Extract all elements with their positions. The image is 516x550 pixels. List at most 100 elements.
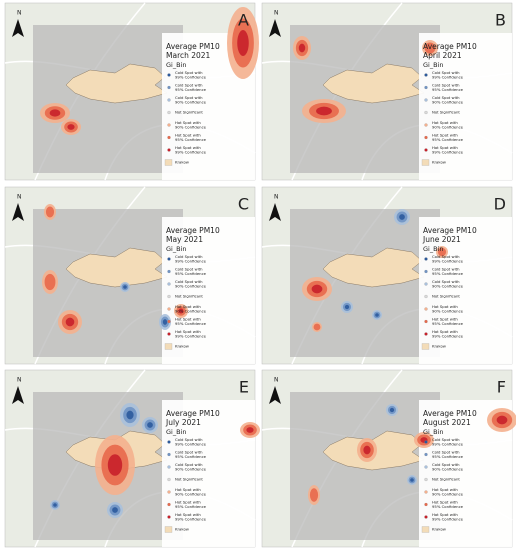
legend-label: Cold Spot with bbox=[432, 254, 460, 259]
legend-title: Average PM10 bbox=[166, 42, 220, 51]
legend-label: 90% Confidence bbox=[175, 99, 207, 104]
legend-label: Hot Spot with bbox=[175, 145, 201, 150]
legend-month: May 2021 bbox=[166, 235, 203, 244]
legend-label: 95% Confidence bbox=[432, 137, 464, 142]
legend-label: Hot Spot with bbox=[175, 316, 201, 321]
legend-symbol bbox=[167, 477, 171, 482]
legend-symbol bbox=[167, 148, 171, 152]
hot-spot bbox=[424, 42, 436, 54]
legend-label: Hot Spot with bbox=[432, 329, 458, 334]
legend-symbol bbox=[424, 319, 428, 324]
hot-spot bbox=[496, 415, 508, 425]
legend-label: Cold Spot with bbox=[432, 437, 460, 442]
legend-label: Hot Spot with bbox=[175, 120, 201, 125]
north-label: N bbox=[17, 377, 22, 384]
legend-label: 99% Confidence bbox=[175, 333, 207, 338]
legend-label: Hot Spot with bbox=[175, 329, 201, 334]
legend-month: March 2021 bbox=[166, 51, 211, 60]
legend-label: Cold Spot with bbox=[175, 70, 203, 75]
legend-label: Hot Spot with bbox=[432, 512, 458, 517]
legend-label: 95% Confidence bbox=[175, 87, 207, 92]
legend-symbol bbox=[167, 269, 171, 274]
hot-spot bbox=[49, 109, 61, 117]
legend-label: 99% Confidence bbox=[432, 74, 464, 79]
legend-box bbox=[162, 400, 255, 547]
legend-label: 95% Confidence bbox=[175, 454, 207, 459]
panel-letter: E bbox=[239, 378, 249, 397]
legend-label: 90% Confidence bbox=[432, 99, 464, 104]
legend-label: 95% Confidence bbox=[432, 271, 464, 276]
legend-symbol bbox=[167, 98, 171, 102]
legend-symbol bbox=[164, 159, 173, 166]
legend-symbol bbox=[424, 135, 428, 140]
legend-symbol bbox=[167, 110, 171, 115]
legend-label: Hot Spot with bbox=[175, 304, 201, 309]
cold-spot bbox=[375, 313, 379, 317]
legend-symbol bbox=[167, 465, 171, 469]
cold-spot bbox=[410, 478, 414, 482]
hot-spot bbox=[437, 247, 447, 257]
legend-label: Hot Spot with bbox=[432, 304, 458, 309]
legend-label: Cold Spot with bbox=[175, 437, 203, 442]
legend-label: Hot Spot with bbox=[432, 316, 458, 321]
legend-symbol bbox=[424, 307, 428, 311]
cold-spot bbox=[399, 214, 405, 220]
legend-label: Hot Spot with bbox=[175, 512, 201, 517]
legend-box bbox=[162, 217, 255, 364]
legend-symbol bbox=[167, 490, 171, 494]
cold-spot bbox=[123, 285, 127, 289]
legend-label: Cold Spot with bbox=[175, 82, 203, 87]
legend-symbol bbox=[424, 282, 428, 286]
legend-title: Average PM10 bbox=[423, 409, 477, 418]
legend-label: 90% Confidence bbox=[432, 124, 464, 129]
legend-label: 99% Confidence bbox=[432, 333, 464, 338]
legend-label: Hot Spot with bbox=[432, 487, 458, 492]
cold-spot bbox=[389, 407, 395, 413]
legend-label: Cold Spot with bbox=[432, 279, 460, 284]
legend-box bbox=[419, 217, 512, 364]
legend-month: July 2021 bbox=[165, 418, 201, 427]
legend-field: Gi_Bin bbox=[423, 245, 443, 253]
legend-symbol bbox=[424, 332, 428, 336]
legend-label: Hot Spot with bbox=[175, 499, 201, 504]
legend-symbol bbox=[167, 73, 171, 77]
legend-symbol bbox=[164, 526, 173, 533]
legend-symbol bbox=[424, 515, 428, 519]
legend-label: Krakow bbox=[175, 160, 189, 165]
north-label: N bbox=[17, 194, 22, 201]
panel-letter: F bbox=[497, 378, 506, 397]
legend-label: Not Significant bbox=[432, 294, 460, 299]
legend-symbol bbox=[424, 98, 428, 102]
legend-label: Not Significant bbox=[432, 110, 460, 115]
legend-label: Cold Spot with bbox=[432, 95, 460, 100]
legend-month: April 2021 bbox=[423, 51, 462, 60]
legend-label: 90% Confidence bbox=[432, 466, 464, 471]
legend-label: 95% Confidence bbox=[175, 504, 207, 509]
krakow-area bbox=[65, 63, 168, 104]
legend-label: Krakow bbox=[432, 160, 446, 165]
legend-symbol bbox=[424, 148, 428, 152]
legend-title: Average PM10 bbox=[423, 42, 477, 51]
legend-symbol bbox=[424, 452, 428, 457]
north-label: N bbox=[274, 10, 279, 17]
krakow-area bbox=[322, 247, 425, 288]
legend-label: 99% Confidence bbox=[175, 74, 207, 79]
legend-label: Cold Spot with bbox=[432, 70, 460, 75]
cold-spot bbox=[147, 422, 153, 428]
legend-symbol bbox=[167, 135, 171, 140]
north-label: N bbox=[17, 10, 22, 17]
hot-spot bbox=[67, 124, 75, 130]
legend-label: 99% Confidence bbox=[432, 149, 464, 154]
legend-field: Gi_Bin bbox=[166, 61, 186, 69]
hot-spot bbox=[313, 323, 321, 331]
legend-label: 95% Confidence bbox=[432, 321, 464, 326]
legend-symbol bbox=[167, 294, 171, 299]
legend-symbol bbox=[424, 465, 428, 469]
hot-spot bbox=[298, 43, 306, 53]
legend-label: 90% Confidence bbox=[175, 466, 207, 471]
legend-label: Cold Spot with bbox=[175, 279, 203, 284]
hot-spot bbox=[363, 445, 371, 455]
